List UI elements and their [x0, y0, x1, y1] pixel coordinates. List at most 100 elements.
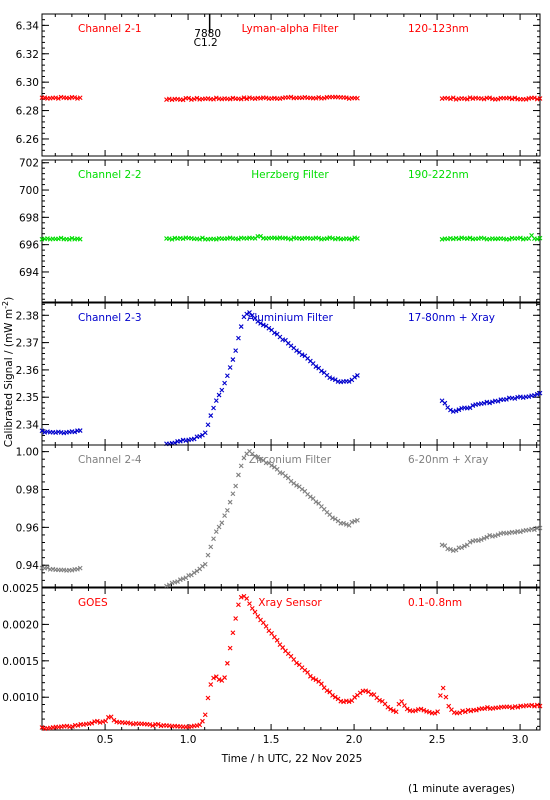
y-tick-label: 6.30	[16, 77, 39, 89]
y-tick-label: 0.98	[16, 484, 39, 496]
data-point	[77, 565, 83, 571]
panel-2: 694 696 698 700 702 Channel 2-2 Herzberg Filte…	[19, 158, 543, 303]
y-tick-label: 0.96	[16, 522, 40, 534]
data-point	[467, 235, 473, 241]
data-point	[213, 398, 219, 403]
data-point	[233, 483, 239, 489]
panel-5: 0.0010 0.0015 0.0020 0.0025 GOES Xray Sensor 0…	[2, 583, 543, 731]
data-point	[263, 623, 269, 629]
data-point	[252, 609, 258, 615]
y-tick-label: 0.0010	[2, 692, 39, 704]
data-point	[222, 513, 227, 518]
data-point	[307, 494, 313, 500]
data-point	[355, 373, 360, 378]
data-point	[343, 95, 349, 101]
data-point	[103, 718, 109, 724]
data-point	[435, 709, 441, 715]
data-point	[211, 405, 216, 411]
data-point	[244, 96, 250, 102]
x-tick-label: 2.5	[429, 734, 446, 746]
data-point	[147, 722, 153, 727]
y-axis-title-sup: -2	[1, 301, 10, 309]
panel-3: 2.34 2.35 2.36 2.37 2.38 Channel 2-3 Aluminium…	[16, 302, 543, 447]
data-point	[233, 348, 239, 354]
data-point	[462, 543, 467, 549]
data-point	[216, 677, 222, 682]
data-point	[224, 373, 230, 379]
data-point	[310, 676, 316, 681]
data-series-3	[39, 310, 543, 447]
data-point	[66, 236, 72, 242]
data-point	[432, 710, 438, 716]
data-point	[244, 596, 250, 601]
data-point	[69, 235, 75, 241]
data-point	[269, 630, 275, 636]
data-point	[332, 694, 338, 700]
data-point	[481, 535, 487, 541]
panel-filter-label: Herzberg Filter	[251, 169, 329, 181]
data-point	[227, 365, 233, 370]
data-point	[537, 525, 543, 531]
data-point	[45, 565, 50, 571]
data-point	[357, 690, 363, 696]
data-point	[532, 703, 537, 709]
data-point	[70, 724, 75, 729]
data-point	[341, 520, 346, 526]
panel-band-label: 0.1-0.8nm	[408, 597, 462, 609]
data-point	[200, 235, 205, 241]
panel-band-label: 6-20nm + Xray	[408, 454, 488, 466]
data-point	[75, 723, 81, 728]
y-tick-label: 0.0015	[2, 656, 39, 668]
data-point	[155, 721, 161, 727]
data-point	[111, 717, 117, 723]
data-point	[164, 583, 169, 589]
y-tick-label: 2.35	[16, 392, 39, 404]
data-point	[294, 348, 299, 354]
data-point	[481, 400, 487, 406]
data-point	[175, 579, 180, 584]
data-series-5	[39, 593, 543, 731]
data-point	[230, 357, 236, 362]
data-point	[172, 440, 178, 446]
data-series-1	[39, 94, 543, 103]
data-point	[448, 547, 453, 552]
data-point	[58, 235, 64, 241]
data-point	[255, 319, 261, 324]
data-point	[464, 96, 470, 102]
data-point	[252, 453, 258, 459]
x-axis-title: Time / h UTC, 22 Nov 2025	[221, 753, 363, 765]
data-point	[537, 235, 543, 241]
data-point	[327, 375, 333, 381]
y-tick-label: 6.26	[16, 134, 40, 146]
data-point	[468, 708, 474, 714]
data-point	[166, 582, 172, 588]
data-point	[487, 400, 493, 406]
data-point	[485, 705, 490, 710]
data-point	[413, 708, 418, 713]
data-point	[462, 709, 468, 715]
data-point	[202, 561, 208, 567]
data-point	[177, 438, 183, 444]
y-axis-title-close: )	[3, 297, 15, 301]
panel-channel-label: Channel 2-3	[78, 312, 142, 324]
data-point	[299, 486, 305, 492]
footnote: (1 minute averages)	[408, 783, 515, 795]
data-point	[75, 566, 80, 572]
panel-frame	[41, 444, 541, 588]
data-point	[456, 236, 462, 242]
data-point	[205, 552, 211, 558]
data-point	[216, 524, 222, 530]
data-point	[238, 324, 244, 329]
data-point	[241, 455, 247, 461]
data-point	[247, 601, 252, 606]
panel-filter-label: Aluminium Filter	[247, 312, 333, 324]
panel-filter-label: Zirconium Filter	[249, 454, 332, 466]
panel-channel-label: GOES	[78, 597, 108, 609]
y-tick-label: 6.28	[16, 106, 39, 118]
data-point	[355, 95, 360, 101]
data-point	[506, 95, 512, 101]
data-point	[258, 233, 263, 239]
data-point	[186, 95, 192, 101]
data-point	[213, 236, 219, 242]
data-point	[529, 702, 535, 708]
